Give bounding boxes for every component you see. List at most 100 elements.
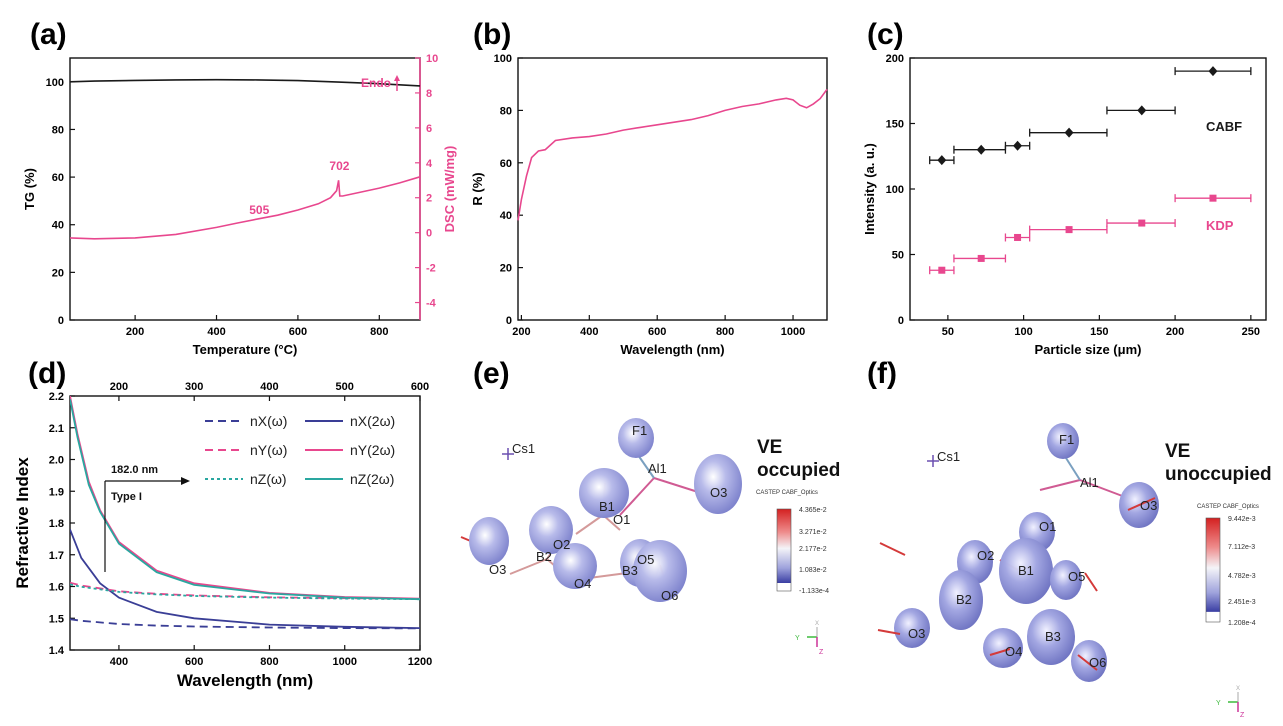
chart-b-reflectance: 200 400 600 800 1000 0 20 40 60 80 100 Wavelength (… xyxy=(470,53,828,357)
series-label-kdp: KDP xyxy=(1206,218,1234,233)
x-axis-title-a: Temperature (°C) xyxy=(193,342,298,357)
x-tick-label-d-0: 400 xyxy=(110,656,128,668)
series-line-a-dsc xyxy=(69,176,421,240)
y-tick-label-a-1: 20 xyxy=(52,267,64,279)
x-tick-label-b-2: 600 xyxy=(648,326,666,338)
chart-a-tg-dsc: 200 400 600 800 0 20 40 60 80 100 -4 -2 0 2 4 6 8 10 505 70… xyxy=(22,53,457,357)
y-tick-label-b-0: 0 xyxy=(506,315,512,327)
point-kdp-0 xyxy=(938,266,946,274)
point-cabf-1 xyxy=(976,144,986,155)
series-line-a-tg xyxy=(69,78,421,87)
bond-al1-o1 xyxy=(619,477,655,516)
bond-b3-o4 xyxy=(588,572,628,579)
y2-axis-title-a: DSC (mW/mg) xyxy=(442,146,457,233)
atom-label-o4: O4 xyxy=(574,576,591,591)
legend-d: nX(ω) nX(2ω) nY(ω) nY(2ω) nZ(ω) nZ(2ω) xyxy=(205,413,395,487)
y-tick-label-d-7: 2.1 xyxy=(49,423,64,435)
axis-y-label-f: Y xyxy=(1216,700,1221,707)
structure-e: Cs1 F1 Al1 O1 O2 O3 O3 O4 O5 O6 B1 B2 B3… xyxy=(460,418,840,656)
iso-blob-b2-f xyxy=(939,570,983,630)
x-axis-title-b: Wavelength (nm) xyxy=(620,342,724,357)
arrow-right-icon xyxy=(181,477,190,485)
atom-label-al1-f: Al1 xyxy=(1080,475,1099,490)
y2-tick-label-a-0: -4 xyxy=(426,298,437,310)
atom-label-f1: F1 xyxy=(632,423,647,438)
y-tick-label-a-0: 0 xyxy=(58,315,64,327)
point-cabf-5 xyxy=(1208,66,1218,77)
y2-tick-label-a-3: 2 xyxy=(426,193,432,205)
y-tick-label-b-5: 100 xyxy=(494,53,512,65)
iso-blob-o6-f xyxy=(1071,640,1107,682)
x-axis-title-d: Wavelength (nm) xyxy=(177,671,313,690)
heading-f-line1: VE xyxy=(1165,441,1190,462)
y2-tick-label-a-2: 0 xyxy=(426,228,432,240)
atom-label-o1-f: O1 xyxy=(1039,519,1056,534)
x-tick-label-c-0: 50 xyxy=(942,326,954,338)
series-line-d-0 xyxy=(70,618,420,630)
atom-label-o5: O5 xyxy=(637,552,654,567)
y2-tick-label-a-5: 6 xyxy=(426,123,432,135)
y-tick-label-d-0: 1.4 xyxy=(49,645,65,657)
atom-label-o3-left: O3 xyxy=(489,562,506,577)
cutoff-label: 182.0 nm xyxy=(111,464,158,476)
plot-frame-a xyxy=(69,57,421,321)
panel-label-c: (c) xyxy=(867,18,904,51)
x-tick-label-a-0: 200 xyxy=(126,326,144,338)
x-tick-label-d-4: 1200 xyxy=(408,656,432,668)
x2-tick-label-d-0: 200 xyxy=(110,381,128,393)
atom-label-cs1-f: Cs1 xyxy=(937,449,960,464)
iso-blob-o1 xyxy=(579,468,629,518)
y2-tick-label-a-6: 8 xyxy=(426,88,432,100)
x-tick-label-a-2: 600 xyxy=(289,326,307,338)
panel-label-d: (d) xyxy=(28,357,66,390)
atom-label-o2-f: O2 xyxy=(977,548,994,563)
axis-x-label-e: X xyxy=(815,621,819,627)
point-cabf-3 xyxy=(1064,127,1074,138)
y-tick-label-c-3: 150 xyxy=(886,119,904,131)
bond-al1-f1-f xyxy=(1065,457,1081,481)
iso-blob-o3-left-f xyxy=(894,608,930,648)
bond-b2-o3 xyxy=(509,558,548,575)
y-tick-label-d-6: 2.0 xyxy=(49,455,64,467)
y-tick-label-b-3: 60 xyxy=(500,158,512,170)
peak-label-a-1: 702 xyxy=(329,159,349,173)
iso-blob-o3-right xyxy=(694,454,742,514)
y-tick-label-d-2: 1.6 xyxy=(49,582,64,594)
x-tick-label-c-2: 150 xyxy=(1090,326,1108,338)
colorbar-f-tick-0: 9.442e-3 xyxy=(1228,516,1256,523)
point-kdp-3 xyxy=(1065,226,1073,234)
colorbar-f-tick-1: 7.112e-3 xyxy=(1228,544,1255,551)
panel-label-a: (a) xyxy=(30,18,67,51)
iso-blob-b3-f xyxy=(1027,609,1075,665)
colorbar-e-title: CASTEP CABF_Optics xyxy=(756,490,818,496)
x2-tick-label-d-1: 300 xyxy=(185,381,203,393)
bond-al1-f1 xyxy=(637,454,655,479)
chart-d-series-group xyxy=(70,396,420,630)
x-tick-label-a-3: 800 xyxy=(370,326,388,338)
y-tick-label-c-2: 100 xyxy=(886,184,904,196)
series-line-d-1 xyxy=(70,529,420,629)
plot-frame-d xyxy=(69,395,421,651)
y-tick-label-c-4: 200 xyxy=(886,53,904,65)
x-tick-label-c-3: 200 xyxy=(1166,326,1184,338)
x-tick-label-b-0: 200 xyxy=(512,326,530,338)
colorbar-e-tick-0: 4.365e-2 xyxy=(799,507,827,514)
atom-label-o2: O2 xyxy=(553,537,570,552)
cutoff-type-label: Type I xyxy=(111,491,142,503)
atom-label-o3-right: O3 xyxy=(710,485,727,500)
peak-label-a-0: 505 xyxy=(249,203,269,217)
x-axis-title-c: Particle size (μm) xyxy=(1035,342,1142,357)
axes-triad-e-icon: Y Z X xyxy=(795,621,824,656)
series-line-d-2 xyxy=(70,581,420,600)
x-tick-label-a-1: 400 xyxy=(207,326,225,338)
colorbar-e-tick-1: 3.271e-2 xyxy=(799,529,827,536)
y-tick-label-d-1: 1.5 xyxy=(49,613,64,625)
y-tick-label-b-2: 40 xyxy=(500,210,512,222)
atom-label-o5-f: O5 xyxy=(1068,569,1085,584)
x-tick-label-d-2: 800 xyxy=(260,656,278,668)
legend-ny-omega: nY(ω) xyxy=(250,442,287,458)
x2-tick-label-d-4: 600 xyxy=(411,381,429,393)
structure-f: Cs1 F1 Al1 O1 O2 O3 O3 O4 O5 O6 B1 B2 B3… xyxy=(877,423,1272,719)
iso-blob-o2 xyxy=(529,506,573,554)
point-cabf-0 xyxy=(937,155,947,166)
